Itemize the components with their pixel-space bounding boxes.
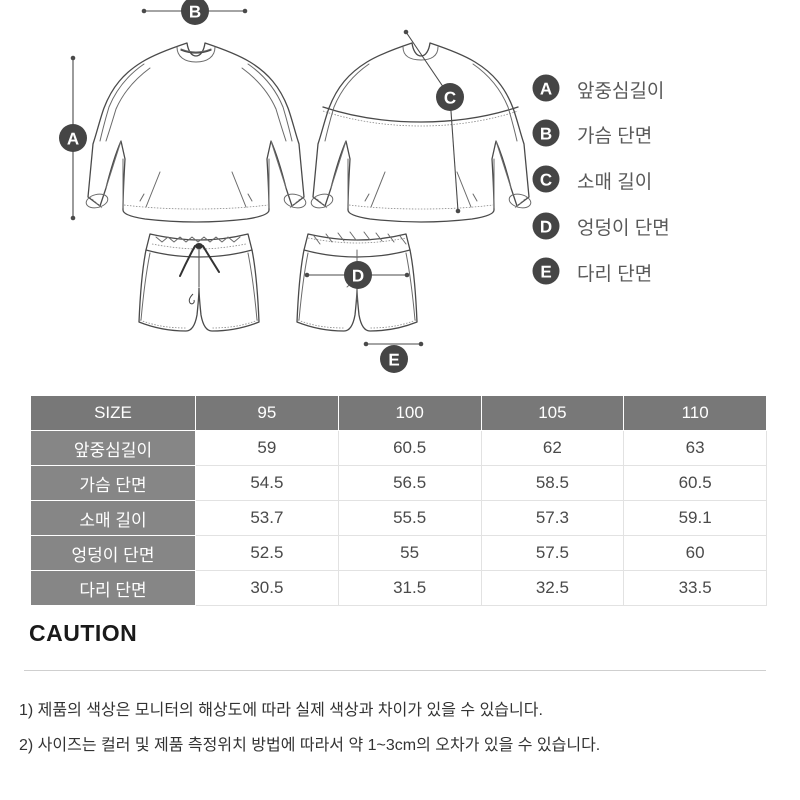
svg-text:E: E [388,351,399,370]
svg-text:B: B [189,3,201,22]
svg-text:A: A [540,80,552,99]
svg-text:B: B [540,125,552,144]
svg-text:C: C [540,171,552,190]
svg-text:C: C [444,89,456,108]
svg-text:D: D [540,218,552,237]
svg-text:E: E [540,263,551,282]
svg-text:A: A [67,130,79,149]
svg-text:D: D [352,267,364,286]
